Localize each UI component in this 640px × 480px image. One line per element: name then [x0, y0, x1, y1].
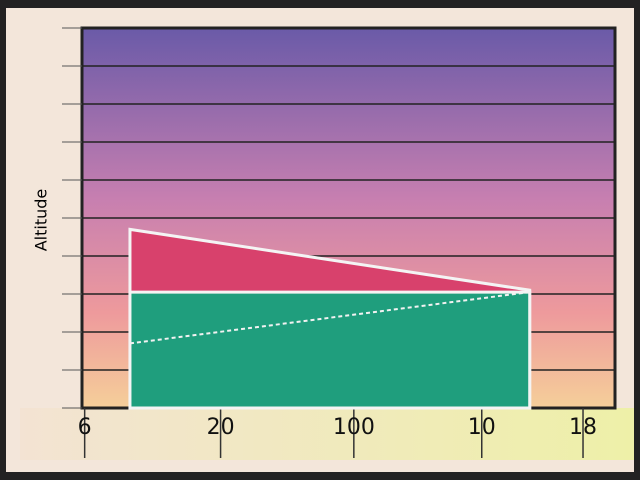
x-tick-label: 18	[569, 415, 597, 440]
x-tick-label: 100	[333, 415, 375, 440]
x-tick-label: 10	[468, 415, 496, 440]
x-tick-label: 20	[207, 415, 235, 440]
series-area	[128, 290, 532, 410]
y-axis-label: Altitude	[32, 189, 51, 252]
axis-band	[20, 408, 634, 460]
x-tick-label: 6	[78, 415, 92, 440]
